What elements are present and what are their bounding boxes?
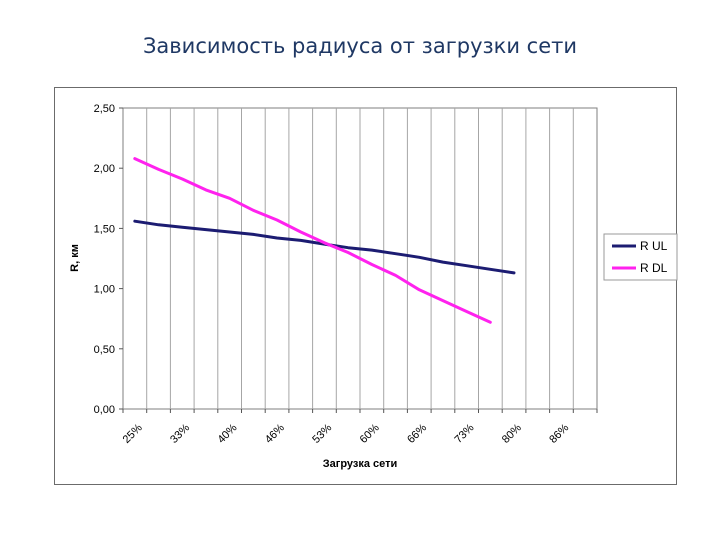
series-line-r-dl: [133, 157, 492, 324]
series-lines: [133, 157, 516, 324]
x-tick-label: 73%: [452, 422, 476, 446]
x-tick-label: 33%: [168, 422, 192, 446]
vertical-gridlines: [146, 108, 574, 409]
x-axis-title: Загрузка сети: [323, 458, 398, 470]
x-tick-label: 25%: [121, 422, 145, 446]
chart-frame: [54, 87, 677, 485]
y-axis-ticks: 0,00 0,50 1,00 1,50 2,00 2,50: [94, 103, 123, 416]
x-tick-label: 66%: [405, 422, 429, 446]
x-tick-label: 60%: [358, 422, 382, 446]
x-tick-label: 53%: [310, 422, 334, 446]
legend-label-r-dl: R DL: [640, 261, 668, 275]
y-axis-title: R, км: [69, 244, 81, 272]
y-tick-label: 2,50: [94, 103, 115, 115]
legend-box: [603, 233, 678, 281]
x-axis-ticks: 25% 33% 40% 46% 53% 60% 66% 73% 80% 86%: [121, 409, 598, 446]
x-tick-label: 80%: [500, 422, 524, 446]
slide-title: Зависимость радиуса от загрузки сети: [142, 34, 578, 58]
y-tick-label: 2,00: [94, 163, 115, 175]
legend-label-r-ul: R UL: [640, 239, 668, 253]
legend: R UL R DL: [603, 233, 678, 281]
y-tick-label: 0,00: [94, 404, 115, 416]
x-tick-label: 86%: [547, 422, 571, 446]
y-tick-label: 1,50: [94, 223, 115, 235]
y-tick-label: 1,00: [94, 284, 115, 296]
x-tick-label: 40%: [215, 422, 239, 446]
x-tick-label: 46%: [263, 422, 287, 446]
y-tick-label: 0,50: [94, 344, 115, 356]
